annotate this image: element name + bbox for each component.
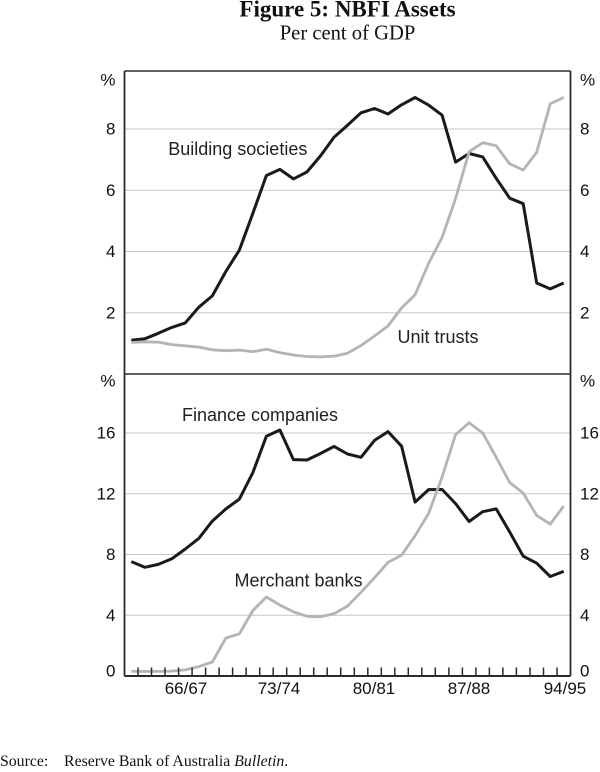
svg-text:2: 2 [106,303,115,322]
svg-text:94/95: 94/95 [544,679,587,698]
svg-text:4: 4 [580,242,589,261]
svg-text:73/74: 73/74 [258,679,301,698]
svg-text:%: % [100,71,115,90]
svg-text:80/81: 80/81 [353,679,396,698]
svg-text:6: 6 [580,181,589,200]
svg-text:0: 0 [580,662,589,681]
svg-text:Building societies: Building societies [168,139,307,159]
svg-text:Per cent of GDP: Per cent of GDP [280,23,416,45]
svg-text:0: 0 [106,662,115,681]
svg-text:2: 2 [580,303,589,322]
svg-text:8: 8 [580,545,589,564]
svg-text:%: % [580,71,595,90]
svg-text:12: 12 [580,484,599,503]
svg-text:12: 12 [97,484,116,503]
svg-text:%: % [100,372,115,391]
svg-text:66/67: 66/67 [165,679,208,698]
svg-text:16: 16 [580,424,599,443]
svg-text:8: 8 [106,545,115,564]
svg-text:Figure 5: NBFI Assets: Figure 5: NBFI Assets [239,0,455,21]
svg-text:16: 16 [97,424,116,443]
svg-text:Merchant banks: Merchant banks [234,571,362,591]
svg-text:87/88: 87/88 [448,679,491,698]
svg-text:4: 4 [580,606,589,625]
svg-text:4: 4 [106,606,115,625]
svg-text:8: 8 [580,120,589,139]
svg-text:Unit trusts: Unit trusts [397,327,478,347]
svg-text:6: 6 [106,181,115,200]
svg-text:%: % [580,372,595,391]
svg-text:Finance companies: Finance companies [182,405,338,425]
svg-text:4: 4 [106,242,115,261]
svg-text:8: 8 [106,120,115,139]
